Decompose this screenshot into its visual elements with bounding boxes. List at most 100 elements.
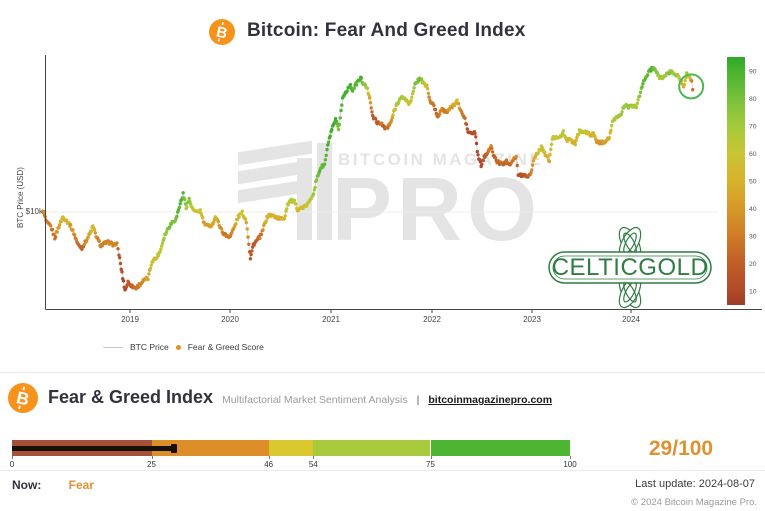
fgi-dot xyxy=(635,101,639,106)
fgi-dot xyxy=(322,162,327,166)
fgi-dot xyxy=(576,133,581,137)
fgi-dot xyxy=(549,147,553,152)
fgi-dot xyxy=(425,86,430,91)
fgi-dot xyxy=(474,141,479,146)
x-axis-tick-labels: 2019 2020 2021 2022 2023 2024 xyxy=(121,315,640,324)
footer-title: Fear & Greed Index xyxy=(48,387,214,407)
legend-btc-price-label[interactable]: BTC Price xyxy=(130,342,169,352)
fgi-dot xyxy=(493,156,498,160)
fgi-dot xyxy=(80,247,84,251)
celticgold-logo: CELTICGOLD xyxy=(548,226,712,309)
fgi-dot xyxy=(89,229,94,233)
legend-fgi-label[interactable]: Fear & Greed Score xyxy=(187,342,264,352)
chart-title: Bitcoin: Fear And Greed Index xyxy=(247,20,526,41)
fgi-dot xyxy=(638,90,643,95)
fgi-dot xyxy=(248,257,253,261)
footer-title-row: Fear & Greed Index Multifactorial Market… xyxy=(48,387,552,408)
fgi-dot xyxy=(640,85,644,89)
fgi-dot xyxy=(359,76,364,80)
fgi-dot xyxy=(41,209,46,214)
fgi-dot xyxy=(120,270,124,274)
x-tick-2024: 2024 xyxy=(622,315,640,324)
fgi-dot xyxy=(82,242,87,247)
fgi-dot xyxy=(258,236,262,241)
cb-tick-30: 30 xyxy=(749,234,757,241)
fgi-dot xyxy=(432,103,436,108)
x-tick-2022: 2022 xyxy=(423,315,441,324)
bitcoin-magazine-pro-watermark: BITCOIN MAGAZINE PRO ® xyxy=(238,140,541,260)
fgi-dot xyxy=(437,112,442,117)
fgi-dot xyxy=(367,93,371,97)
current-value-highlight-circle xyxy=(678,73,705,100)
fgi-dot xyxy=(473,131,477,136)
btc-price-line-and-fgi-scatter xyxy=(41,65,695,292)
fgi-dot xyxy=(391,113,395,117)
bitcoinmagazinepro-link[interactable]: bitcoinmagazinepro.com xyxy=(428,394,553,406)
fgi-dot xyxy=(337,122,342,127)
fear-greed-scale-bar: 0 25 46 54 75 100 xyxy=(10,440,577,469)
fgi-dot xyxy=(313,185,317,190)
fgi-dot xyxy=(177,205,181,210)
svg-text:B: B xyxy=(15,387,32,409)
fgi-dot xyxy=(396,101,400,106)
fgi-dot xyxy=(324,153,328,158)
fgi-dot xyxy=(68,223,73,227)
fgi-dot xyxy=(474,135,478,139)
fgi-dot xyxy=(244,220,248,225)
now-label: Now: xyxy=(12,478,42,492)
bitcoin-icon-footer: B xyxy=(8,383,38,413)
fgi-dot xyxy=(691,88,695,92)
fgi-dot xyxy=(216,219,220,224)
scale-tick-label: 0 xyxy=(9,460,15,469)
current-value-indicator-cap xyxy=(170,443,177,453)
fgi-dot xyxy=(237,215,241,219)
fgi-dot xyxy=(355,83,359,87)
fgi-dot-swatch xyxy=(175,344,181,350)
fgi-dot xyxy=(514,154,518,159)
fgi-dot xyxy=(246,235,250,239)
fgi-dot xyxy=(620,110,624,114)
scale-segment xyxy=(151,440,269,456)
current-score: 29/100 xyxy=(648,437,714,460)
fgi-dot xyxy=(52,232,56,237)
fgi-dot xyxy=(326,140,331,144)
fgi-dot xyxy=(463,116,467,120)
fgi-dot xyxy=(330,127,334,132)
fgi-dot xyxy=(240,209,244,213)
fgi-dot xyxy=(351,89,355,93)
fgi-dot xyxy=(146,277,150,282)
fgi-dot xyxy=(188,200,192,204)
fgi-dot xyxy=(561,129,565,133)
fgi-dot xyxy=(314,178,319,182)
fgi-dot xyxy=(352,86,356,90)
fgi-dot xyxy=(368,96,372,100)
fgi-dot xyxy=(370,110,374,114)
fgi-dot xyxy=(427,95,431,99)
fgi-dot xyxy=(164,230,169,234)
fgi-dot xyxy=(198,208,202,212)
fgi-dot xyxy=(97,239,102,243)
x-tick-2023: 2023 xyxy=(523,315,541,324)
fgi-dot xyxy=(465,127,469,131)
fgi-dot xyxy=(455,98,459,102)
scale-tick-label: 75 xyxy=(426,460,435,469)
fgi-dot xyxy=(619,112,623,117)
x-tick-2019: 2019 xyxy=(121,315,139,324)
fgi-dot xyxy=(85,239,89,243)
fgi-dot xyxy=(259,232,264,237)
fgi-dot xyxy=(49,224,53,228)
fgi-dot xyxy=(548,153,552,157)
fgi-dot xyxy=(688,75,692,79)
fgi-dot xyxy=(292,198,297,203)
fgi-dot xyxy=(389,118,394,123)
fgi-dot xyxy=(64,218,69,222)
price-fgi-chart[interactable]: BITCOIN MAGAZINE PRO ® CELTICGOLD xyxy=(0,0,765,375)
fgi-dot xyxy=(490,150,495,154)
scale-tickmark xyxy=(570,456,571,459)
fgi-dot xyxy=(456,101,461,106)
fgi-dot xyxy=(419,77,424,81)
fgi-dot xyxy=(243,217,248,221)
fgi-dot xyxy=(181,191,185,195)
fgi-dot xyxy=(536,151,540,155)
